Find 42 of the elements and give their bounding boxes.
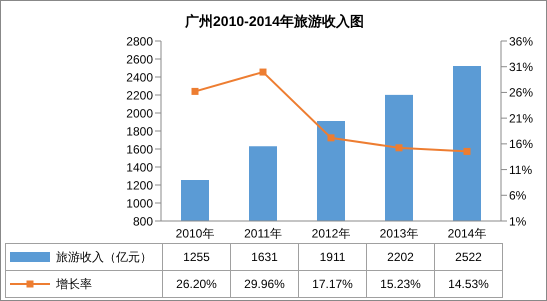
x-tick-label: 2014年 bbox=[448, 226, 486, 241]
y-tick-label: 1000 bbox=[126, 196, 154, 210]
y-tick-label: 1600 bbox=[126, 142, 154, 156]
y2-tick-label: 6% bbox=[509, 188, 527, 203]
data-label: 1911 bbox=[298, 244, 366, 270]
y-tick-label: 2600 bbox=[126, 52, 154, 66]
x-tick-label: 2012年 bbox=[312, 226, 350, 241]
y-tick-label: 2400 bbox=[126, 70, 154, 84]
point bbox=[328, 134, 334, 142]
y2-tick-label: 16% bbox=[509, 137, 534, 152]
y-tick-label: 1800 bbox=[126, 124, 154, 138]
data-label: 2522 bbox=[434, 244, 502, 270]
chart-title: 广州2010-2014年旅游收入图 bbox=[184, 13, 365, 31]
x-tick-label: 2010年 bbox=[176, 226, 214, 241]
data-label: 1631 bbox=[230, 244, 298, 270]
y2-tick-label: 21% bbox=[509, 111, 534, 126]
data-label: 2202 bbox=[366, 244, 434, 270]
y-tick-label: 1200 bbox=[126, 178, 154, 192]
y-tick-label: 2800 bbox=[126, 34, 154, 48]
y-tick-label: 2200 bbox=[126, 88, 154, 102]
legend-label: 旅游收入（亿元） bbox=[56, 248, 152, 266]
x-tick-label: 2011年 bbox=[244, 226, 282, 241]
point bbox=[396, 144, 402, 152]
y2-tick-label: 31% bbox=[509, 60, 534, 74]
point bbox=[464, 148, 470, 155]
data-label: 14.53% bbox=[434, 270, 502, 298]
point bbox=[260, 68, 266, 76]
data-label: 29.96% bbox=[230, 270, 298, 298]
y-tick-label: 800 bbox=[132, 214, 154, 228]
data-label: 26.20% bbox=[162, 270, 230, 298]
y2-tick-label: 36% bbox=[509, 34, 534, 48]
y2-tick-label: 11% bbox=[509, 162, 532, 177]
y-tick-label: 1400 bbox=[126, 160, 154, 174]
data-label: 1255 bbox=[162, 244, 230, 270]
point bbox=[192, 88, 198, 95]
data-label: 17.17% bbox=[298, 270, 366, 298]
y-tick-label: 2000 bbox=[126, 106, 154, 120]
data-label: 15.23% bbox=[366, 270, 434, 298]
y2-tick-label: 1% bbox=[509, 214, 527, 228]
x-tick-label: 2013年 bbox=[380, 226, 418, 241]
legend-label: 增长率 bbox=[56, 276, 92, 292]
y2-tick-label: 26% bbox=[509, 86, 534, 100]
